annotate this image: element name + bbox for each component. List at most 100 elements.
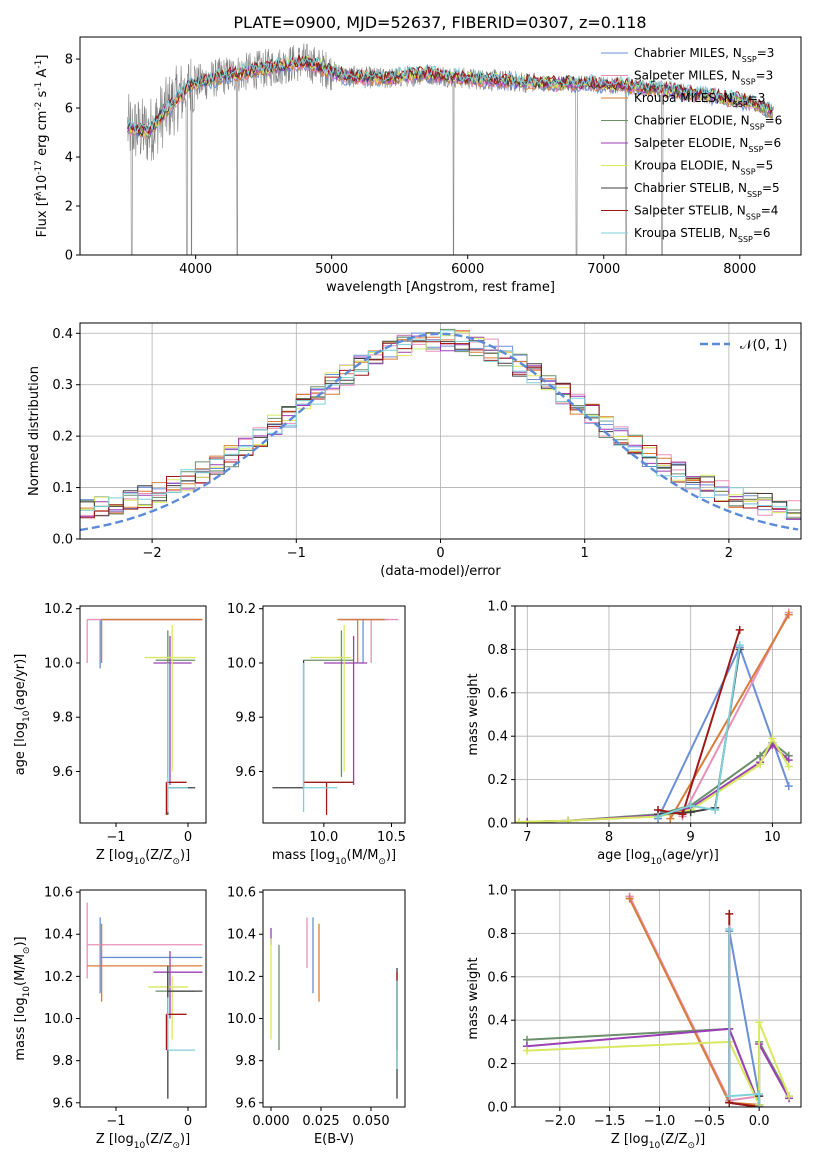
label-part: )] (180, 1132, 190, 1147)
legend-label-sub: SSP (748, 145, 763, 154)
y-tick-label: 0.2 (487, 1057, 508, 1072)
legend-label-sub: SSP (741, 167, 756, 176)
legend-label-sub: SSP (750, 122, 765, 131)
y-tick-label: 4 (65, 151, 73, 166)
label-part: -1 (34, 60, 44, 69)
panel-residuals: −2 −1 0 1 2 0.0 0.1 0.2 0.3 0.4 (data-model)/error… (27, 322, 802, 579)
x-axis-label: age [log10(age/yr)] (597, 848, 719, 867)
label-part: (M/M (347, 848, 379, 863)
legend-label: Kroupa ELODIE, NSSP=5 (634, 159, 773, 177)
weight-line-chabrier_miles (657, 644, 790, 820)
y-tick-label: 9.6 (52, 765, 73, 780)
x-tick-label: 4000 (179, 262, 212, 277)
legend-label-text: Chabrier ELODIE, N (634, 114, 750, 128)
weight-line-kroupa_elodie (519, 736, 790, 823)
plot-area (270, 917, 398, 1099)
y-tick-label: 0.8 (487, 927, 508, 942)
y-tick-label: 10.2 (227, 970, 256, 985)
plot-area (127, 43, 774, 255)
x-tick-label: 5000 (315, 262, 348, 277)
legend-label-sub: SSP (738, 235, 753, 244)
legend-label: Kroupa MILES, NSSP=3 (634, 91, 765, 109)
x-tick-label: 0 (184, 830, 192, 845)
label-part: -1 (34, 82, 44, 91)
label-part: age [log (597, 848, 650, 863)
x-tick-label: 9 (687, 830, 695, 845)
panel-mass_vs_ebv: 0.000 0.025 0.050 9.6 9.8 10.0 10.2 10.4 10.6 E(B… (227, 886, 406, 1147)
x-tick-label: 0.050 (352, 1114, 389, 1129)
y-tick-label: 0.6 (487, 686, 508, 701)
x-tick-label: 1 (581, 546, 589, 561)
x-tick-label: −2.0 (544, 1114, 576, 1129)
x-tick-label: −1 (106, 830, 125, 845)
legend-label: Salpeter STELIB, NSSP=4 (634, 204, 778, 222)
label-part: ⊙ (172, 1141, 180, 1151)
y-tick-label: 10.6 (44, 886, 73, 901)
x-axis-label: Z [log10(Z/Z⊙)] (611, 1132, 705, 1151)
legend-label-tail: =4 (761, 204, 779, 218)
x-axis-label: (data-model)/error (380, 564, 501, 579)
y-tick-label: 0.4 (487, 1014, 508, 1029)
y-axis-label: mass weight (466, 957, 481, 1039)
x-tick-label: −1.0 (644, 1114, 676, 1129)
plot-area (80, 328, 801, 532)
panel-weight_vs_Z: −2.0 −1.5 −1.0 −0.5 0.0 0.0 0.2 0.4 0.6 0.8 1.0 Z [… (466, 884, 802, 1151)
legend-label-tail: =3 (757, 46, 775, 60)
legend-label-text: Kroupa MILES, N (634, 91, 733, 105)
label-part: λ (34, 191, 44, 197)
label-part: )] (13, 936, 28, 946)
x-tick-label: −1 (287, 546, 306, 561)
x-tick-label: 0.025 (302, 1114, 339, 1129)
weight-line-kroupa_stelib (657, 644, 741, 818)
weight-line-kroupa_stelib (728, 929, 761, 1107)
x-tick-label: 10.0 (309, 830, 338, 845)
legend-label-tail: =5 (756, 159, 774, 173)
y-tick-label: 2 (65, 200, 73, 215)
y-tick-label: 10.4 (44, 928, 73, 943)
y-tick-label: 0.8 (487, 643, 508, 658)
label-part: (Z/Z (145, 848, 172, 863)
y-tick-label: 0.0 (52, 533, 73, 548)
y-tick-label: 9.8 (235, 1054, 256, 1069)
y-tick-label: 10.6 (227, 886, 256, 901)
x-tick-label: −0.5 (694, 1114, 726, 1129)
label-part: Flux [f (35, 196, 50, 237)
label-part: 10 (22, 986, 32, 998)
x-tick-label: 0.0 (749, 1114, 770, 1129)
x-tick-label: 7000 (587, 262, 620, 277)
legend-label-text: Salpeter MILES, N (634, 69, 741, 83)
label-part: 10 (335, 857, 347, 867)
legend-label-tail: =6 (753, 226, 771, 240)
label-part: ⊙ (22, 947, 32, 955)
x-tick-label: −2 (143, 546, 162, 561)
label-part: 10 (22, 710, 32, 722)
y-tick-label: 10.0 (44, 656, 73, 671)
y-tick-label: 1.0 (487, 884, 508, 899)
label-part: 10 (650, 857, 662, 867)
x-tick-label: 6000 (451, 262, 484, 277)
axes-frame (79, 605, 207, 824)
plot-area (86, 618, 203, 815)
y-tick-label: 0.4 (52, 327, 73, 342)
legend-label: Chabrier STELIB, NSSP=5 (634, 181, 780, 199)
label-part: (age/yr)] (13, 654, 28, 711)
y-tick-label: 0.0 (487, 1101, 508, 1116)
x-tick-label: 10 (764, 830, 781, 845)
legend-label-text: Kroupa STELIB, N (634, 226, 738, 240)
legend-label-sub: SSP (747, 190, 762, 199)
y-tick-label: 0.2 (487, 773, 508, 788)
y-tick-label: 8 (65, 53, 73, 68)
gaussian-curve (80, 332, 799, 532)
label-part: (Z/Z (145, 1132, 172, 1147)
y-tick-label: 10.4 (227, 928, 256, 943)
y-axis-label: mass [log10(M/M⊙)] (13, 936, 32, 1060)
legend-label-sub: SSP (746, 212, 761, 221)
residual-legend: 𝒩(0, 1) (700, 338, 787, 353)
model-spectrum-kroupa_stelib (127, 55, 773, 134)
label-part: age [log (13, 722, 28, 775)
label-part: Z [log (96, 848, 134, 863)
x-axis-label: mass [log10(M/M⊙)] (272, 848, 396, 867)
plot-area (272, 618, 399, 815)
